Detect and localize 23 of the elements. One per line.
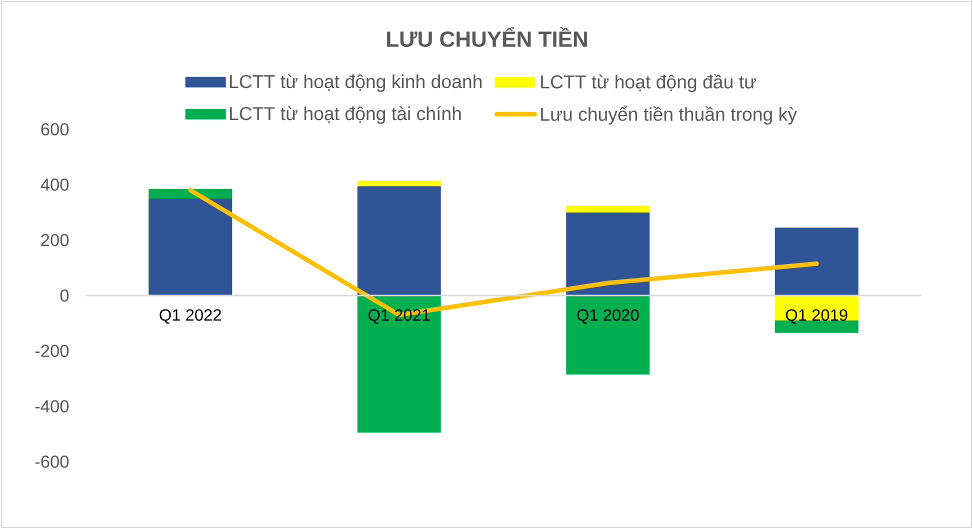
bar [357, 186, 441, 296]
legend-label: LCTT từ hoạt động tài chính [230, 106, 461, 124]
bar [566, 205, 650, 212]
x-tick-label: Q1 2022 [160, 309, 221, 324]
y-tick-label: 600 [41, 123, 69, 136]
y-tick-label: 200 [41, 234, 69, 246]
y-tick-label: -200 [35, 344, 69, 358]
y-tick-label: 0 [60, 289, 69, 302]
bar [774, 228, 858, 296]
y-tick-label: -600 [35, 456, 69, 468]
legend-label: LCTT từ hoạt động kinh doanh [230, 74, 482, 92]
x-tick-label: Q1 2019 [786, 309, 848, 324]
legend-label: Lưu chuyển tiền thuần trong kỳ [541, 106, 797, 125]
y-tick-label: -400 [35, 400, 69, 412]
chart-title: LƯU CHUYỂN TIỀN [387, 27, 587, 47]
bar [148, 198, 232, 296]
bar [566, 212, 650, 296]
legend-label: LCTT từ hoạt động đầu tư [541, 74, 756, 92]
bar [357, 180, 441, 186]
x-tick-label: Q1 2020 [577, 309, 639, 324]
y-tick-label: 400 [40, 178, 69, 191]
bar [566, 296, 650, 374]
bar [357, 296, 441, 433]
